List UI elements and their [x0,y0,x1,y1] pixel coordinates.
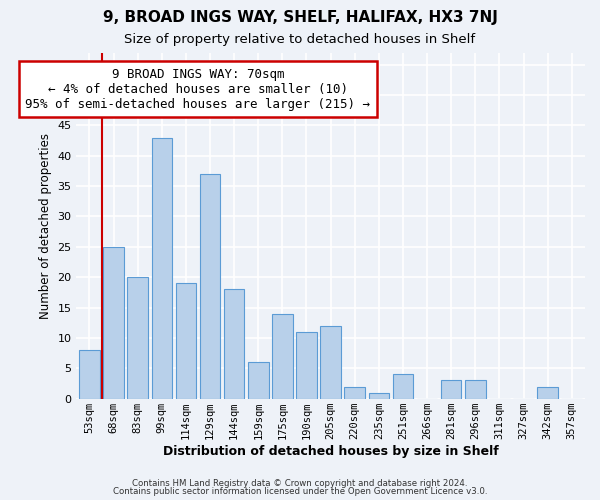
Y-axis label: Number of detached properties: Number of detached properties [38,132,52,318]
Bar [224,290,244,399]
Bar [200,174,220,398]
Bar [344,386,365,398]
Text: 9 BROAD INGS WAY: 70sqm
← 4% of detached houses are smaller (10)
95% of semi-det: 9 BROAD INGS WAY: 70sqm ← 4% of detached… [25,68,370,110]
Bar [296,332,317,398]
Bar [538,386,558,398]
Bar [392,374,413,398]
Text: 9, BROAD INGS WAY, SHELF, HALIFAX, HX3 7NJ: 9, BROAD INGS WAY, SHELF, HALIFAX, HX3 7… [103,10,497,25]
Bar [465,380,485,398]
Text: Contains HM Land Registry data © Crown copyright and database right 2024.: Contains HM Land Registry data © Crown c… [132,478,468,488]
Bar [441,380,461,398]
Text: Size of property relative to detached houses in Shelf: Size of property relative to detached ho… [124,32,476,46]
Bar [176,284,196,399]
X-axis label: Distribution of detached houses by size in Shelf: Distribution of detached houses by size … [163,444,499,458]
Bar [320,326,341,398]
Bar [368,392,389,398]
Bar [272,314,293,398]
Bar [152,138,172,398]
Bar [79,350,100,399]
Bar [248,362,269,399]
Text: Contains public sector information licensed under the Open Government Licence v3: Contains public sector information licen… [113,488,487,496]
Bar [127,277,148,398]
Bar [103,247,124,398]
